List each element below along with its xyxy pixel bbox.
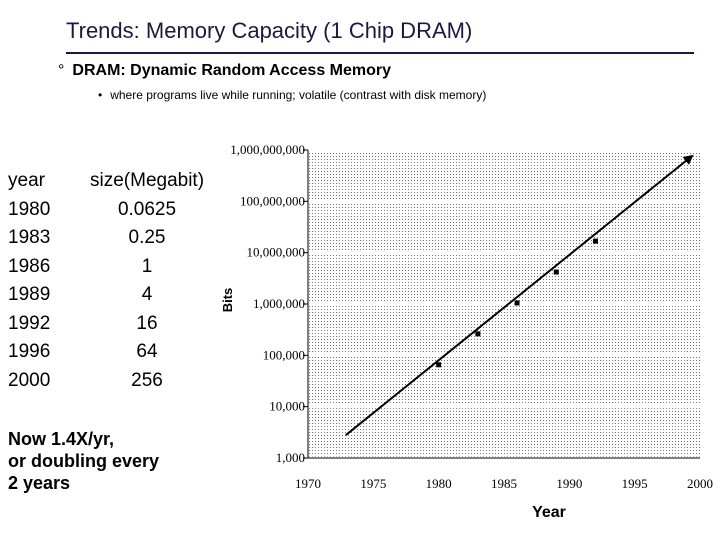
y-tick-label: 10,000,000 (247, 245, 306, 260)
data-points (436, 238, 598, 368)
year-header: year (8, 170, 45, 191)
x-tick-label: 1970 (295, 476, 321, 491)
x-tick-label: 1975 (360, 476, 386, 491)
growth-note: Now 1.4X/yr, or doubling every 2 years (8, 428, 208, 494)
title-underline (66, 52, 694, 54)
y-tick-label: 100,000,000 (240, 193, 305, 208)
slide-title: Trends: Memory Capacity (1 Chip DRAM) (66, 18, 473, 43)
trend (345, 154, 694, 436)
y-tick-label: 1,000,000 (253, 296, 305, 311)
bullet-where-text: where programs live while running; volat… (110, 88, 487, 102)
year-cell: 1980 (8, 198, 51, 220)
bullet-dram-text: DRAM: Dynamic Random Access Memory (72, 62, 392, 79)
axes (303, 149, 700, 459)
size-cell: 64 (136, 341, 158, 362)
note-line: Now 1.4X/yr, (8, 429, 115, 449)
x-tick-label: 2000 (687, 476, 713, 491)
y-tick-label: 1,000 (276, 450, 305, 465)
year-cell: 1996 (8, 341, 51, 362)
data-point (475, 331, 481, 337)
size-cell: 256 (131, 369, 163, 391)
size-cell: 1 (141, 255, 153, 277)
x-tick-label: 1985 (491, 476, 517, 491)
bullet-marker: ° (58, 62, 65, 79)
tick-labels: 1,000 10,000 100,000 1,000,000 10,000,000 100… (230, 142, 713, 491)
bullet-dram: ° DRAM: Dynamic Random Access Memory (58, 62, 391, 80)
sub-bullet-marker: • (98, 88, 103, 102)
trend-line (345, 154, 694, 436)
size-cell: 0.25 (128, 227, 166, 248)
data-point (592, 238, 598, 244)
size-cell: 0.0625 (117, 198, 177, 220)
bullet-where: • where programs live while running; vola… (98, 88, 486, 102)
data-point (553, 269, 559, 275)
x-tick-label: 1995 (622, 476, 648, 491)
data-point (514, 300, 520, 306)
note-line: or doubling every (8, 451, 160, 471)
note-line: 2 years (8, 473, 71, 493)
x-tick-label: 1980 (426, 476, 452, 491)
size-column: size(Megabit) 0.0625 0.25 1 4 16 64 256 (78, 167, 228, 395)
data-point (436, 362, 442, 368)
y-tick-label: 100,000 (263, 347, 305, 362)
year-cell: 2000 (8, 369, 51, 391)
y-axis-label: Bits (220, 288, 235, 313)
y-tick-label: 10,000 (269, 399, 305, 414)
y-tick-label: 1,000,000,000 (230, 142, 305, 157)
year-cell: 1983 (8, 227, 51, 248)
size-cell: 16 (136, 312, 158, 334)
year-cell: 1992 (8, 312, 51, 334)
year-cell: 1986 (8, 255, 51, 277)
year-column: year 1980 1983 1986 1989 1992 1996 2000 (8, 167, 78, 395)
x-axis-label: Year (532, 504, 566, 521)
year-cell: 1989 (8, 284, 51, 305)
x-tick-label: 1990 (556, 476, 582, 491)
size-cell: 4 (141, 284, 153, 305)
